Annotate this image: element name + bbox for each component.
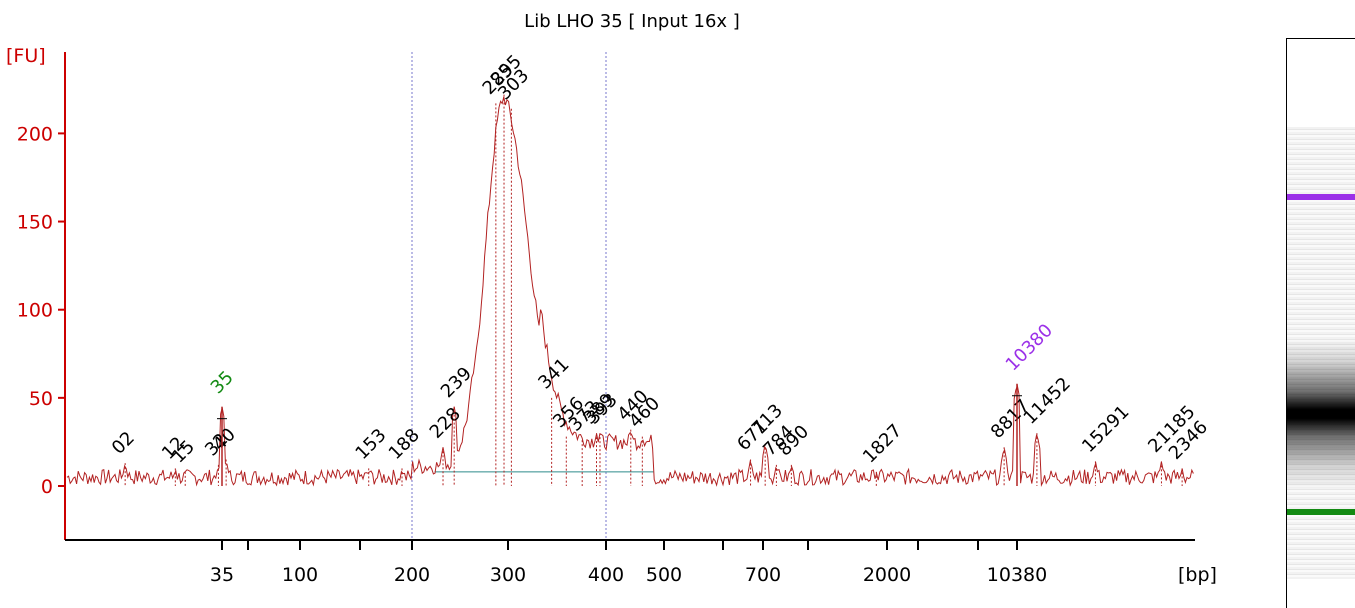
y-tick-label: 50 xyxy=(29,388,53,410)
y-tick-label: 200 xyxy=(17,123,53,145)
peak-label: 15291 xyxy=(1078,402,1133,457)
x-axis-label: [bp] xyxy=(1178,564,1217,586)
x-tick-label: 400 xyxy=(588,564,624,586)
y-tick-label: 100 xyxy=(17,300,53,322)
x-tick-label: 100 xyxy=(282,564,318,586)
chart-title: Lib LHO 35 [ Input 16x ] xyxy=(524,11,740,32)
x-tick-label: 300 xyxy=(490,564,526,586)
peak-label: 239 xyxy=(437,363,476,402)
x-tick-label: 35 xyxy=(210,564,234,586)
peak-label: 228 xyxy=(426,404,465,443)
electropherogram-trace xyxy=(66,96,1194,488)
peak-label: 1827 xyxy=(859,420,906,467)
peak-label: 188 xyxy=(385,425,424,464)
gel-image xyxy=(1286,38,1355,608)
x-tick-label: 2000 xyxy=(863,564,911,586)
gel-lower-marker-band xyxy=(1287,509,1355,515)
x-tick-label: 10380 xyxy=(987,564,1047,586)
peak-label: 02 xyxy=(108,428,139,459)
x-tick-label: 500 xyxy=(646,564,682,586)
lower-marker-label: 35 xyxy=(207,367,238,398)
gel-band-smear xyxy=(1287,339,1355,489)
x-tick-label: 700 xyxy=(745,564,781,586)
peak-label: 153 xyxy=(351,425,390,464)
plot-area: 0 50 100 150 200 35 100 200 300 400 500 700 2000 1038… xyxy=(17,51,1212,586)
upper-marker-label: 10380 xyxy=(1002,320,1057,375)
y-tick-label: 0 xyxy=(41,476,53,498)
peak-label: 11452 xyxy=(1020,373,1075,428)
x-tick-label: 200 xyxy=(394,564,430,586)
gel-upper-marker-band xyxy=(1287,194,1355,200)
y-tick-label: 150 xyxy=(17,212,53,234)
electropherogram-chart: Lib LHO 35 [ Input 16x ] [FU] [bp] 0 50 10… xyxy=(6,11,1217,586)
y-axis-label: [FU] xyxy=(6,45,46,67)
peak-label: 341 xyxy=(534,354,573,393)
